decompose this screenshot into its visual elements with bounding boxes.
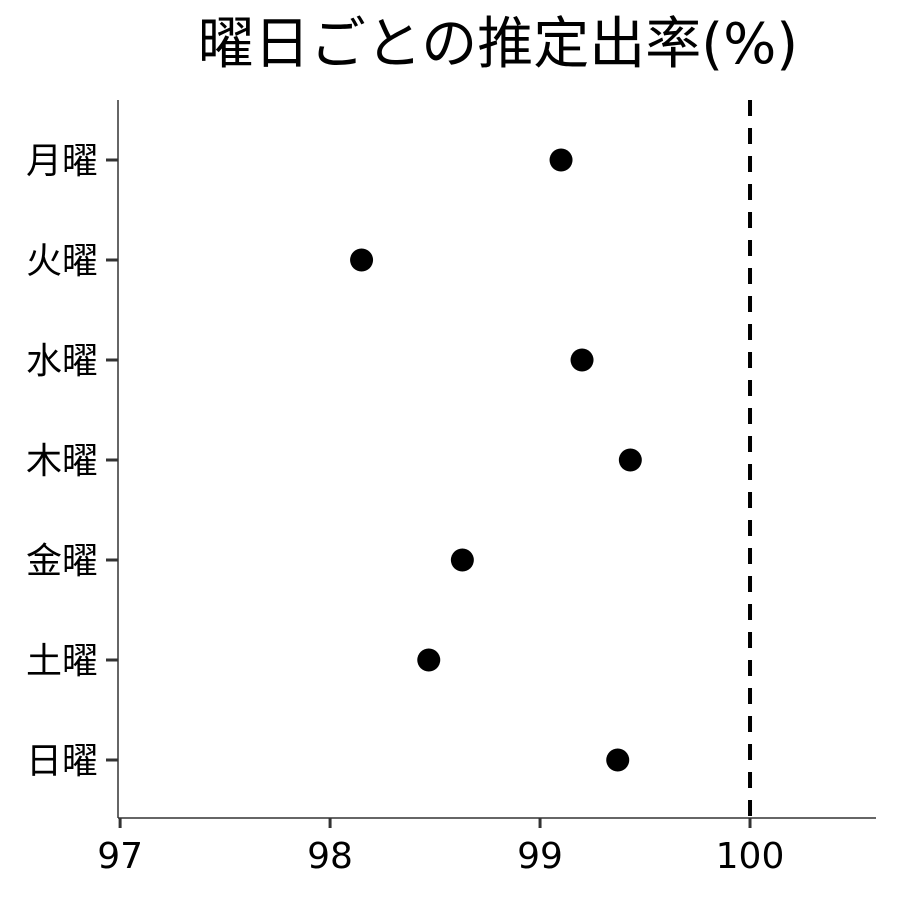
x-tick-label: 100 [716, 836, 785, 877]
x-tick-label: 97 [97, 836, 143, 877]
x-tick-label: 99 [517, 836, 563, 877]
data-point [417, 648, 441, 672]
chart-title: 曜日ごとの推定出率(%) [197, 12, 799, 77]
y-tick-label: 日曜 [26, 741, 98, 782]
y-tick-label: 土曜 [26, 641, 98, 682]
x-tick-label: 98 [307, 836, 353, 877]
data-point [549, 148, 573, 172]
data-point [606, 748, 630, 772]
data-point [570, 348, 594, 372]
y-tick-label: 木曜 [26, 441, 98, 482]
data-points [350, 148, 642, 772]
y-tick-label: 金曜 [26, 541, 98, 582]
data-point [450, 548, 474, 572]
data-point [618, 448, 642, 472]
data-point [350, 248, 374, 272]
x-ticks: 97 98 99 100 [97, 818, 784, 877]
y-tick-label: 水曜 [26, 341, 98, 382]
axes [117, 100, 876, 819]
y-tick-label: 火曜 [26, 241, 98, 282]
y-tick-label: 月曜 [26, 141, 98, 182]
